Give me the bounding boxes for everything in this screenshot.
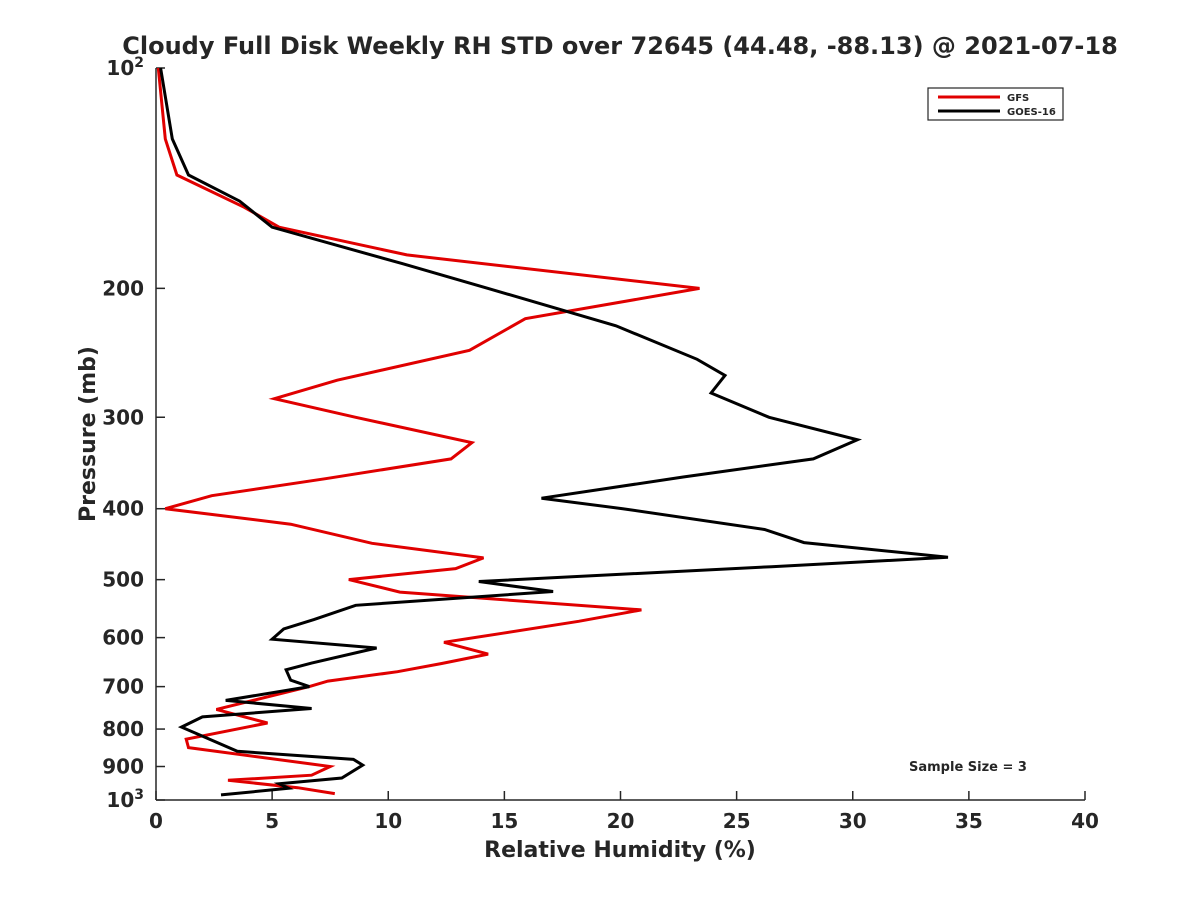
series-group <box>156 67 949 797</box>
x-tick-label: 0 <box>149 809 163 833</box>
y-tick-label: 500 <box>102 568 144 592</box>
y-tick-label: 103 <box>106 787 144 812</box>
chart-title: Cloudy Full Disk Weekly RH STD over 7264… <box>122 32 1118 60</box>
legend-label-goes16: GOES-16 <box>1007 107 1056 118</box>
y-tick-label: 900 <box>102 755 144 779</box>
series-line-gfs <box>156 67 700 796</box>
legend-label-gfs: GFS <box>1007 93 1029 104</box>
y-axis-label: Pressure (mb) <box>76 346 101 522</box>
y-tick-label: 300 <box>102 405 144 429</box>
series-line-goes16 <box>159 67 949 797</box>
y-tick-label: 400 <box>102 497 144 521</box>
y-tick-label: 700 <box>102 675 144 699</box>
x-tick-label: 20 <box>607 809 635 833</box>
x-tick-label: 25 <box>723 809 751 833</box>
y-tick-label: 600 <box>102 626 144 650</box>
y-tick-label: 200 <box>102 276 144 300</box>
sample-size-annotation: Sample Size = 3 <box>909 760 1027 775</box>
y-tick-label: 800 <box>102 717 144 741</box>
x-tick-label: 35 <box>955 809 983 833</box>
x-tick-label: 5 <box>265 809 279 833</box>
x-tick-label: 40 <box>1071 809 1099 833</box>
x-axis-label: Relative Humidity (%) <box>484 838 756 863</box>
x-tick-label: 15 <box>490 809 518 833</box>
legend-box <box>927 87 1064 121</box>
legend: GFS GOES-16 <box>927 87 1064 121</box>
y-tick-label: 102 <box>106 55 144 80</box>
y-ticks: 200 300 400 500 600 700 800 900 102 103 <box>102 55 165 812</box>
x-tick-label: 10 <box>374 809 402 833</box>
x-ticks: 0 5 10 15 20 25 30 35 40 <box>149 791 1099 833</box>
x-tick-label: 30 <box>839 809 867 833</box>
